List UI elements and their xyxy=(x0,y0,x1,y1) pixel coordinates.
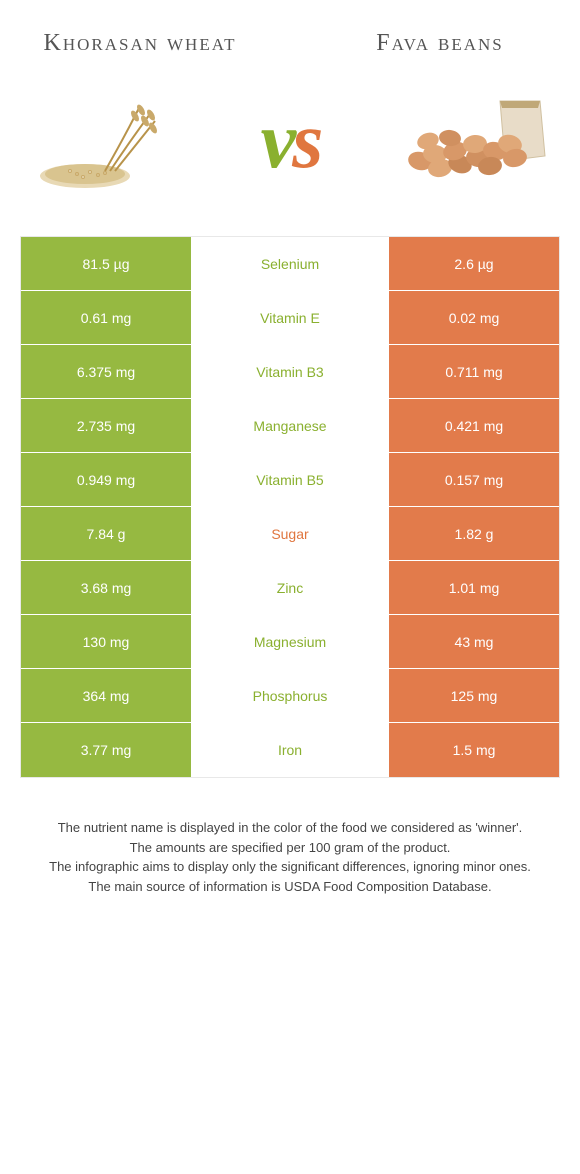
table-row: 364 mgPhosphorus125 mg xyxy=(21,669,559,723)
right-value: 0.02 mg xyxy=(389,291,559,344)
right-value: 1.01 mg xyxy=(389,561,559,614)
right-food-title: Fava beans xyxy=(340,30,540,56)
table-row: 81.5 µgSelenium2.6 µg xyxy=(21,237,559,291)
footer-notes: The nutrient name is displayed in the co… xyxy=(0,778,580,896)
right-value: 1.82 g xyxy=(389,507,559,560)
hero-row: vs xyxy=(0,66,580,236)
vs-label: vs xyxy=(261,96,320,187)
left-food-title: Khorasan wheat xyxy=(40,30,240,56)
left-value: 6.375 mg xyxy=(21,345,191,398)
right-value: 1.5 mg xyxy=(389,723,559,777)
table-row: 0.949 mgVitamin B50.157 mg xyxy=(21,453,559,507)
left-value: 0.61 mg xyxy=(21,291,191,344)
right-value: 125 mg xyxy=(389,669,559,722)
nutrient-name: Vitamin E xyxy=(191,291,389,344)
right-value: 43 mg xyxy=(389,615,559,668)
nutrient-name: Selenium xyxy=(191,237,389,290)
nutrient-name: Sugar xyxy=(191,507,389,560)
left-value: 130 mg xyxy=(21,615,191,668)
nutrient-name: Vitamin B5 xyxy=(191,453,389,506)
right-value: 0.421 mg xyxy=(389,399,559,452)
table-row: 6.375 mgVitamin B30.711 mg xyxy=(21,345,559,399)
footer-line: The amounts are specified per 100 gram o… xyxy=(30,838,550,858)
nutrient-name: Zinc xyxy=(191,561,389,614)
table-row: 7.84 gSugar1.82 g xyxy=(21,507,559,561)
right-value: 2.6 µg xyxy=(389,237,559,290)
table-row: 130 mgMagnesium43 mg xyxy=(21,615,559,669)
left-food-image xyxy=(30,86,190,196)
footer-line: The main source of information is USDA F… xyxy=(30,877,550,897)
nutrient-name: Magnesium xyxy=(191,615,389,668)
right-value: 0.157 mg xyxy=(389,453,559,506)
nutrient-name: Iron xyxy=(191,723,389,777)
left-value: 0.949 mg xyxy=(21,453,191,506)
footer-line: The infographic aims to display only the… xyxy=(30,857,550,877)
nutrient-name: Vitamin B3 xyxy=(191,345,389,398)
table-row: 3.77 mgIron1.5 mg xyxy=(21,723,559,777)
left-value: 3.77 mg xyxy=(21,723,191,777)
left-value: 81.5 µg xyxy=(21,237,191,290)
nutrient-table: 81.5 µgSelenium2.6 µg0.61 mgVitamin E0.0… xyxy=(20,236,560,778)
right-food-image xyxy=(390,86,550,196)
nutrient-name: Manganese xyxy=(191,399,389,452)
left-value: 364 mg xyxy=(21,669,191,722)
right-value: 0.711 mg xyxy=(389,345,559,398)
nutrient-name: Phosphorus xyxy=(191,669,389,722)
table-row: 3.68 mgZinc1.01 mg xyxy=(21,561,559,615)
table-row: 2.735 mgManganese0.421 mg xyxy=(21,399,559,453)
left-value: 7.84 g xyxy=(21,507,191,560)
footer-line: The nutrient name is displayed in the co… xyxy=(30,818,550,838)
header: Khorasan wheat Fava beans xyxy=(0,0,580,66)
left-value: 3.68 mg xyxy=(21,561,191,614)
table-row: 0.61 mgVitamin E0.02 mg xyxy=(21,291,559,345)
left-value: 2.735 mg xyxy=(21,399,191,452)
